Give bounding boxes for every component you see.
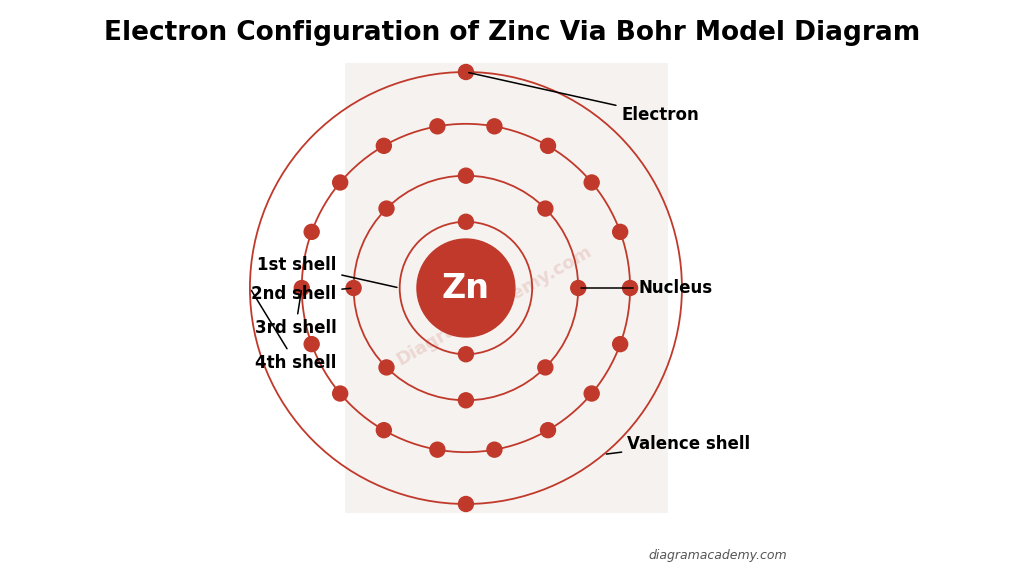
Circle shape bbox=[459, 168, 473, 183]
Circle shape bbox=[417, 239, 515, 337]
Text: Diagramacademy.com: Diagramacademy.com bbox=[394, 242, 596, 369]
Text: 2nd shell: 2nd shell bbox=[251, 285, 351, 303]
Circle shape bbox=[538, 201, 553, 216]
Circle shape bbox=[379, 360, 394, 375]
Circle shape bbox=[541, 138, 555, 153]
Circle shape bbox=[333, 386, 348, 401]
FancyBboxPatch shape bbox=[345, 63, 668, 513]
Text: Zn: Zn bbox=[442, 271, 489, 305]
Text: 1st shell: 1st shell bbox=[257, 256, 397, 287]
Circle shape bbox=[584, 175, 599, 190]
Circle shape bbox=[541, 423, 555, 438]
Circle shape bbox=[304, 336, 319, 351]
Text: Valence shell: Valence shell bbox=[606, 434, 751, 454]
Circle shape bbox=[459, 347, 473, 362]
Circle shape bbox=[459, 497, 473, 511]
Circle shape bbox=[430, 442, 444, 457]
Text: diagramacademy.com: diagramacademy.com bbox=[648, 548, 787, 562]
Circle shape bbox=[538, 360, 553, 375]
Circle shape bbox=[612, 225, 628, 240]
Circle shape bbox=[570, 281, 586, 295]
Circle shape bbox=[584, 386, 599, 401]
Circle shape bbox=[333, 175, 348, 190]
Text: Electron: Electron bbox=[469, 73, 699, 124]
Circle shape bbox=[294, 281, 309, 295]
Circle shape bbox=[346, 281, 361, 295]
Circle shape bbox=[459, 393, 473, 408]
Circle shape bbox=[612, 336, 628, 351]
Circle shape bbox=[377, 138, 391, 153]
Text: Nucleus: Nucleus bbox=[581, 279, 713, 297]
Circle shape bbox=[487, 442, 502, 457]
Circle shape bbox=[459, 214, 473, 229]
Text: Electron Configuration of Zinc Via Bohr Model Diagram: Electron Configuration of Zinc Via Bohr … bbox=[103, 20, 921, 46]
Circle shape bbox=[623, 281, 638, 295]
Circle shape bbox=[430, 119, 444, 134]
Circle shape bbox=[459, 65, 473, 79]
Text: 4th shell: 4th shell bbox=[251, 290, 336, 372]
Text: 3rd shell: 3rd shell bbox=[255, 291, 336, 338]
Circle shape bbox=[304, 225, 319, 240]
Circle shape bbox=[487, 119, 502, 134]
Circle shape bbox=[377, 423, 391, 438]
Circle shape bbox=[379, 201, 394, 216]
